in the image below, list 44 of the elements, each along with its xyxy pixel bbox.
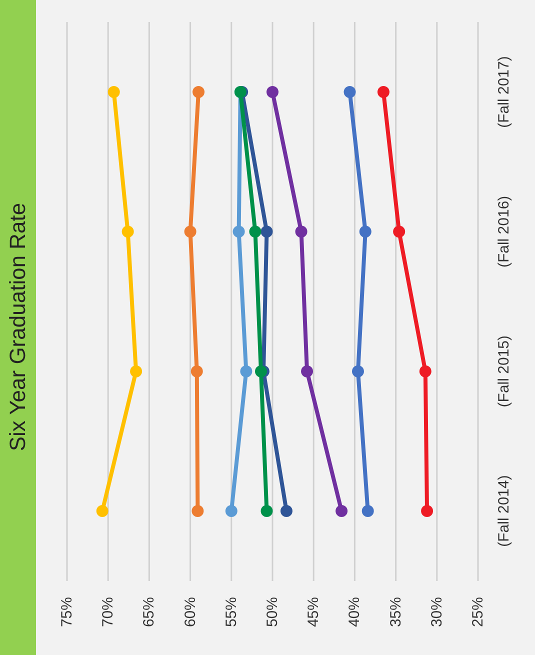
point bbox=[249, 226, 262, 238]
point bbox=[184, 226, 196, 238]
x-tick-label: 30% bbox=[428, 597, 446, 628]
x-tick-label: 50% bbox=[264, 597, 281, 628]
y-tick-label: (Fall 2016) bbox=[496, 196, 512, 268]
x-tick-label: 70% bbox=[100, 597, 117, 628]
x-tick-label: 35% bbox=[387, 597, 404, 628]
point bbox=[421, 505, 434, 517]
point bbox=[130, 365, 142, 378]
point bbox=[96, 505, 108, 517]
point bbox=[108, 86, 120, 98]
point bbox=[362, 505, 374, 517]
y-tick-label: (Fall 2017) bbox=[496, 56, 512, 128]
x-tick-label: 25% bbox=[470, 597, 486, 628]
x-tick-label: 65% bbox=[140, 597, 158, 628]
point bbox=[122, 226, 134, 238]
point bbox=[359, 226, 372, 238]
point bbox=[192, 86, 205, 98]
point bbox=[301, 365, 314, 378]
x-tick-label: 40% bbox=[346, 597, 364, 628]
point bbox=[266, 86, 278, 98]
y-tick-label: (Fall 2015) bbox=[496, 335, 512, 408]
point bbox=[192, 505, 204, 517]
point bbox=[280, 505, 292, 517]
text: Six Year Graduation Rate bbox=[5, 202, 31, 452]
x-tick-label: 45% bbox=[305, 597, 322, 628]
point bbox=[295, 226, 308, 238]
point bbox=[260, 505, 273, 517]
point bbox=[240, 365, 252, 378]
y-tick-label: (Fall 2014) bbox=[496, 475, 512, 547]
point bbox=[352, 365, 364, 378]
point bbox=[225, 505, 238, 517]
x-tick-label: 60% bbox=[182, 597, 199, 628]
point bbox=[344, 86, 356, 98]
point bbox=[260, 226, 273, 238]
x-tick-label: 75% bbox=[58, 597, 76, 628]
point bbox=[336, 505, 348, 517]
point bbox=[393, 226, 406, 238]
point bbox=[232, 226, 245, 238]
point bbox=[377, 86, 390, 98]
point bbox=[419, 365, 432, 378]
x-tick-label: 55% bbox=[222, 597, 240, 628]
point bbox=[190, 365, 203, 378]
point bbox=[254, 365, 267, 378]
